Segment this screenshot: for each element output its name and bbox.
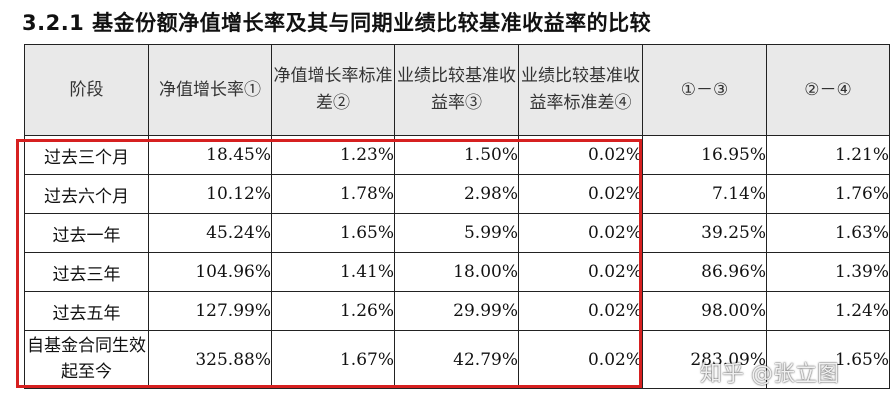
diff-1-3-cell: 7.14% <box>642 174 767 214</box>
benchmark-return-cell: 18.00% <box>394 252 519 292</box>
section-title: 3.2.1 基金份额净值增长率及其与同期业绩比较基准收益率的比较 <box>22 11 652 35</box>
nav-growth-std-cell: 1.23% <box>271 135 395 175</box>
table-row: 过去三年 104.96% 1.41% 18.00% 0.02% 86.96% 1… <box>24 252 890 292</box>
benchmark-std-cell: 0.02% <box>518 174 643 214</box>
table-row: 过去五年 127.99% 1.26% 29.99% 0.02% 98.00% 1… <box>24 291 890 331</box>
diff-2-4-cell: 1.63% <box>766 213 890 253</box>
nav-growth-std-cell: 1.65% <box>271 213 395 253</box>
nav-growth-cell: 325.88% <box>148 330 272 389</box>
nav-growth-std-cell: 1.67% <box>271 330 395 389</box>
header-stage: 阶段 <box>24 44 149 136</box>
benchmark-return-cell: 5.99% <box>394 213 519 253</box>
benchmark-std-cell: 0.02% <box>518 252 643 292</box>
table-row: 自基金合同生效起至今 325.88% 1.67% 42.79% 0.02% 28… <box>24 330 890 389</box>
table-row: 过去三个月 18.45% 1.23% 1.50% 0.02% 16.95% 1.… <box>24 135 890 175</box>
benchmark-return-cell: 2.98% <box>394 174 519 214</box>
diff-1-3-cell: 86.96% <box>642 252 767 292</box>
diff-2-4-cell: 1.21% <box>766 135 890 175</box>
diff-2-4-cell: 1.65% <box>766 330 890 389</box>
diff-1-3-cell: 16.95% <box>642 135 767 175</box>
nav-growth-cell: 104.96% <box>148 252 272 292</box>
benchmark-std-cell: 0.02% <box>518 291 643 331</box>
stage-cell: 过去三个月 <box>24 135 149 175</box>
nav-growth-std-cell: 1.41% <box>271 252 395 292</box>
benchmark-return-cell: 1.50% <box>394 135 519 175</box>
header-benchmark-std: 业绩比较基准收益率标准差④ <box>518 44 643 136</box>
benchmark-std-cell: 0.02% <box>518 135 643 175</box>
header-nav-growth-std: 净值增长率标准差② <box>271 44 395 136</box>
stage-cell: 过去一年 <box>24 213 149 253</box>
header-diff-1-3: ①－③ <box>642 44 767 136</box>
diff-2-4-cell: 1.24% <box>766 291 890 331</box>
table-header-row: 阶段 净值增长率① 净值增长率标准差② 业绩比较基准收益率③ 业绩比较基准收益率… <box>24 44 890 136</box>
benchmark-std-cell: 0.02% <box>518 213 643 253</box>
nav-growth-cell: 18.45% <box>148 135 272 175</box>
stage-cell: 自基金合同生效起至今 <box>24 330 149 389</box>
diff-2-4-cell: 1.39% <box>766 252 890 292</box>
benchmark-return-cell: 29.99% <box>394 291 519 331</box>
header-nav-growth: 净值增长率① <box>148 44 272 136</box>
diff-1-3-cell: 283.09% <box>642 330 767 389</box>
table-row: 过去六个月 10.12% 1.78% 2.98% 0.02% 7.14% 1.7… <box>24 174 890 214</box>
header-diff-2-4: ②－④ <box>766 44 890 136</box>
nav-growth-cell: 127.99% <box>148 291 272 331</box>
nav-growth-cell: 45.24% <box>148 213 272 253</box>
nav-growth-std-cell: 1.78% <box>271 174 395 214</box>
diff-1-3-cell: 39.25% <box>642 213 767 253</box>
table-row: 过去一年 45.24% 1.65% 5.99% 0.02% 39.25% 1.6… <box>24 213 890 253</box>
stage-cell: 过去三年 <box>24 252 149 292</box>
nav-growth-cell: 10.12% <box>148 174 272 214</box>
benchmark-std-cell: 0.02% <box>518 330 643 389</box>
diff-1-3-cell: 98.00% <box>642 291 767 331</box>
benchmark-return-cell: 42.79% <box>394 330 519 389</box>
stage-cell: 过去六个月 <box>24 174 149 214</box>
stage-cell: 过去五年 <box>24 291 149 331</box>
header-benchmark-return: 业绩比较基准收益率③ <box>394 44 519 136</box>
performance-table: 阶段 净值增长率① 净值增长率标准差② 业绩比较基准收益率③ 业绩比较基准收益率… <box>24 44 890 389</box>
nav-growth-std-cell: 1.26% <box>271 291 395 331</box>
diff-2-4-cell: 1.76% <box>766 174 890 214</box>
